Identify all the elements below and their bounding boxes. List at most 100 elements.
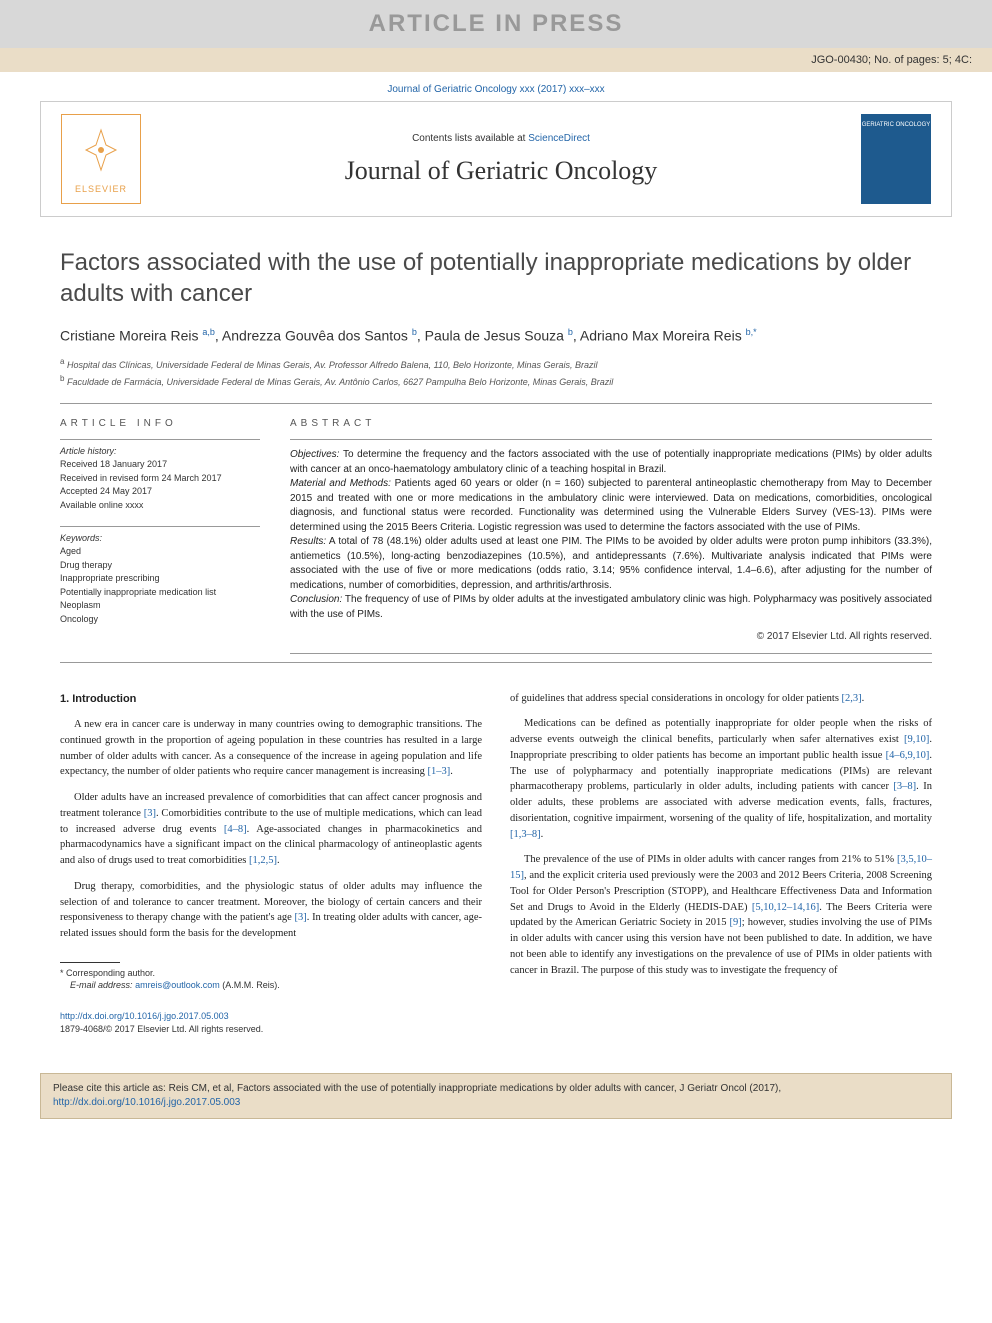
divider-2 bbox=[60, 662, 932, 663]
affiliation-a: a Hospital das Clínicas, Universidade Fe… bbox=[60, 356, 932, 373]
col2-p2: Medications can be defined as potentiall… bbox=[510, 716, 932, 842]
journal-header: ELSEVIER Contents lists available at Sci… bbox=[40, 101, 952, 217]
keywords-block: Keywords: Aged Drug therapy Inappropriat… bbox=[60, 526, 260, 626]
article-content: Factors associated with the use of poten… bbox=[0, 217, 992, 1057]
c2p3r3[interactable]: [9] bbox=[730, 917, 742, 928]
history-4: Available online xxxx bbox=[60, 499, 260, 513]
divider bbox=[60, 403, 932, 404]
article-in-press-banner: ARTICLE IN PRESS bbox=[0, 0, 992, 48]
abstract: ABSTRACT Objectives: To determine the fr… bbox=[290, 418, 932, 654]
history-1: Received 18 January 2017 bbox=[60, 458, 260, 472]
journal-name: Journal of Geriatric Oncology bbox=[141, 156, 861, 186]
column-right: of guidelines that address special consi… bbox=[510, 691, 932, 1037]
email-suffix: (A.M.M. Reis). bbox=[220, 980, 280, 990]
issn-line: 1879-4068/© 2017 Elsevier Ltd. All right… bbox=[60, 1023, 482, 1037]
author-2: Andrezza Gouvêa dos Santos bbox=[222, 328, 408, 344]
obj-label: Objectives: bbox=[290, 449, 339, 460]
article-title: Factors associated with the use of poten… bbox=[60, 247, 932, 309]
author-4-aff: b,* bbox=[746, 327, 757, 337]
kw-4: Potentially inappropriate medication lis… bbox=[60, 586, 260, 600]
email-link[interactable]: amreis@outlook.com bbox=[135, 980, 220, 990]
c1p2r2[interactable]: [4–8] bbox=[224, 824, 247, 835]
history-3: Accepted 24 May 2017 bbox=[60, 485, 260, 499]
c1p2r3[interactable]: [1,2,5] bbox=[249, 855, 277, 866]
aff-sup-b: b bbox=[60, 374, 64, 383]
c1p1b: . bbox=[450, 766, 453, 777]
c2p2r1[interactable]: [9,10] bbox=[904, 734, 929, 745]
contents-prefix: Contents lists available at bbox=[412, 133, 528, 144]
c2p2r3[interactable]: [3–8] bbox=[893, 781, 916, 792]
c2p2r2[interactable]: [4–6,9,10] bbox=[886, 750, 930, 761]
cite-doi-link[interactable]: http://dx.doi.org/10.1016/j.jgo.2017.05.… bbox=[53, 1097, 240, 1108]
footnote-divider bbox=[60, 962, 120, 963]
copyright: © 2017 Elsevier Ltd. All rights reserved… bbox=[290, 630, 932, 645]
history-2: Received in revised form 24 March 2017 bbox=[60, 472, 260, 486]
c1p3r[interactable]: [3] bbox=[295, 912, 307, 923]
kw-5: Neoplasm bbox=[60, 599, 260, 613]
contents-line: Contents lists available at ScienceDirec… bbox=[141, 133, 861, 144]
c2p3a: The prevalence of the use of PIMs in old… bbox=[524, 854, 897, 865]
info-heading: ARTICLE INFO bbox=[60, 418, 260, 429]
header-meta: JGO-00430; No. of pages: 5; 4C: bbox=[0, 48, 992, 72]
c2p2r4[interactable]: [1,3–8] bbox=[510, 829, 541, 840]
col1-p2: Older adults have an increased prevalenc… bbox=[60, 790, 482, 869]
author-1-aff: a,b bbox=[202, 327, 215, 337]
info-abstract-row: ARTICLE INFO Article history: Received 1… bbox=[60, 418, 932, 654]
c1p1a: A new era in cancer care is underway in … bbox=[60, 719, 482, 777]
col1-p1: A new era in cancer care is underway in … bbox=[60, 717, 482, 780]
doi-link[interactable]: http://dx.doi.org/10.1016/j.jgo.2017.05.… bbox=[60, 1011, 229, 1021]
body-columns: 1. Introduction A new era in cancer care… bbox=[60, 691, 932, 1037]
res-label: Results: bbox=[290, 536, 326, 547]
res-text: A total of 78 (48.1%) older adults used … bbox=[290, 536, 932, 591]
email-line: E-mail address: amreis@outlook.com (A.M.… bbox=[60, 979, 482, 992]
history-label: Article history: bbox=[60, 446, 260, 456]
meth-label: Material and Methods: bbox=[290, 478, 391, 489]
cite-text: Please cite this article as: Reis CM, et… bbox=[53, 1083, 781, 1094]
c2p3r2[interactable]: [5,10,12–14,16] bbox=[752, 902, 819, 913]
c1p1r[interactable]: [1–3] bbox=[428, 766, 451, 777]
aff-text-b: Faculdade de Farmácia, Universidade Fede… bbox=[67, 377, 613, 387]
column-left: 1. Introduction A new era in cancer care… bbox=[60, 691, 482, 1037]
citation-box: Please cite this article as: Reis CM, et… bbox=[40, 1073, 952, 1119]
col2-p3: The prevalence of the use of PIMs in old… bbox=[510, 852, 932, 978]
cover-text: GERIATRIC ONCOLOGY bbox=[862, 122, 931, 128]
author-3-aff: b bbox=[568, 327, 573, 337]
conc-text: The frequency of use of PIMs by older ad… bbox=[290, 594, 932, 620]
elsevier-text: ELSEVIER bbox=[75, 184, 127, 194]
journal-cover-thumbnail: GERIATRIC ONCOLOGY bbox=[861, 114, 931, 204]
corr-author: * Corresponding author. bbox=[60, 967, 482, 980]
col2-p1: of guidelines that address special consi… bbox=[510, 691, 932, 707]
kw-1: Aged bbox=[60, 545, 260, 559]
author-3: Paula de Jesus Souza bbox=[425, 328, 564, 344]
c2p2e: . bbox=[541, 829, 544, 840]
c2p1a: of guidelines that address special consi… bbox=[510, 693, 842, 704]
history-block: Article history: Received 18 January 201… bbox=[60, 439, 260, 512]
affiliations: a Hospital das Clínicas, Universidade Fe… bbox=[60, 356, 932, 389]
aff-sup-a: a bbox=[60, 357, 64, 366]
c2p2a: Medications can be defined as potentiall… bbox=[510, 718, 932, 745]
abstract-body: Objectives: To determine the frequency a… bbox=[290, 439, 932, 645]
authors-line: Cristiane Moreira Reis a,b, Andrezza Gou… bbox=[60, 327, 932, 344]
kw-3: Inappropriate prescribing bbox=[60, 572, 260, 586]
c1p2d: . bbox=[277, 855, 280, 866]
article-info: ARTICLE INFO Article history: Received 1… bbox=[60, 418, 260, 654]
conc-label: Conclusion: bbox=[290, 594, 342, 605]
journal-citation-line: Journal of Geriatric Oncology xxx (2017)… bbox=[0, 72, 992, 101]
c1p2r1[interactable]: [3] bbox=[144, 808, 156, 819]
affiliation-b: b Faculdade de Farmácia, Universidade Fe… bbox=[60, 373, 932, 390]
obj-text: To determine the frequency and the facto… bbox=[290, 449, 932, 475]
author-2-aff: b bbox=[412, 327, 417, 337]
doi-block: http://dx.doi.org/10.1016/j.jgo.2017.05.… bbox=[60, 1010, 482, 1037]
abstract-heading: ABSTRACT bbox=[290, 418, 932, 429]
kw-2: Drug therapy bbox=[60, 559, 260, 573]
elsevier-logo: ELSEVIER bbox=[61, 114, 141, 204]
corresponding-footnote: * Corresponding author. E-mail address: … bbox=[60, 967, 482, 992]
col1-p3: Drug therapy, comorbidities, and the phy… bbox=[60, 879, 482, 942]
aff-text-a: Hospital das Clínicas, Universidade Fede… bbox=[67, 360, 598, 370]
elsevier-tree-icon bbox=[76, 125, 126, 184]
author-1: Cristiane Moreira Reis bbox=[60, 328, 198, 344]
email-label: E-mail address: bbox=[70, 980, 133, 990]
c2p1r[interactable]: [2,3] bbox=[842, 693, 862, 704]
journal-center: Contents lists available at ScienceDirec… bbox=[141, 133, 861, 186]
sciencedirect-link[interactable]: ScienceDirect bbox=[528, 133, 590, 144]
